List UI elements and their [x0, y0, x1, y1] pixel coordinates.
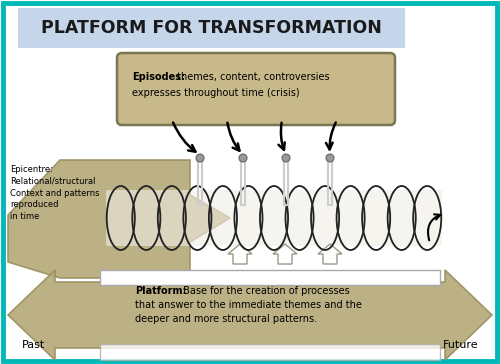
- Text: Past: Past: [22, 340, 45, 350]
- Circle shape: [282, 154, 290, 162]
- Circle shape: [196, 154, 204, 162]
- Circle shape: [239, 154, 247, 162]
- FancyBboxPatch shape: [106, 190, 442, 246]
- Text: Epicentre:
Relational/structural
Context and patterns
reproduced
in time: Epicentre: Relational/structural Context…: [10, 165, 100, 221]
- Text: Base for the creation of processes: Base for the creation of processes: [180, 286, 350, 296]
- Circle shape: [326, 154, 334, 162]
- Text: expresses throughout time (crisis): expresses throughout time (crisis): [132, 88, 300, 98]
- Polygon shape: [8, 160, 230, 278]
- FancyBboxPatch shape: [117, 53, 395, 125]
- Polygon shape: [228, 244, 252, 264]
- FancyBboxPatch shape: [18, 8, 405, 48]
- Text: themes, content, controversies: themes, content, controversies: [174, 72, 330, 82]
- Text: Episodes:: Episodes:: [132, 72, 185, 82]
- Text: PLATFORM FOR TRANSFORMATION: PLATFORM FOR TRANSFORMATION: [40, 19, 382, 37]
- FancyBboxPatch shape: [100, 270, 440, 285]
- Text: Future: Future: [442, 340, 478, 350]
- Polygon shape: [273, 244, 297, 264]
- FancyBboxPatch shape: [3, 3, 497, 361]
- Text: that answer to the immediate themes and the: that answer to the immediate themes and …: [135, 300, 362, 310]
- Polygon shape: [8, 270, 492, 360]
- Text: deeper and more structural patterns.: deeper and more structural patterns.: [135, 314, 317, 324]
- FancyBboxPatch shape: [100, 344, 440, 360]
- Polygon shape: [318, 244, 342, 264]
- Text: Platform:: Platform:: [135, 286, 186, 296]
